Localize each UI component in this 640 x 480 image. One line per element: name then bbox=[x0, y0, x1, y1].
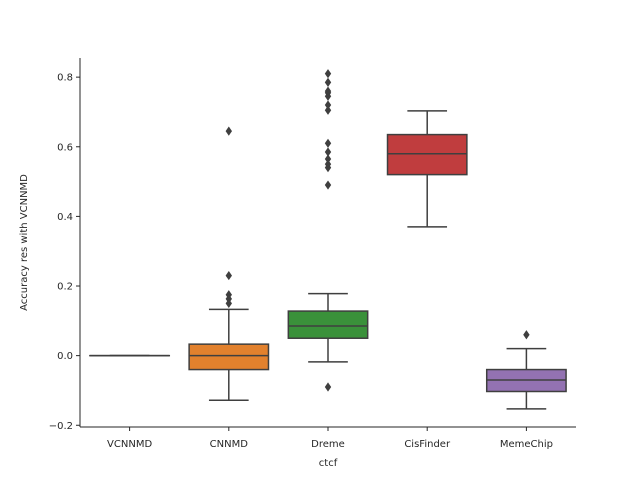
y-axis-ticks: −0.2 0.0 0.2 0.4 0.6 0.8 bbox=[49, 73, 80, 432]
y-tick-label: 0.4 bbox=[57, 212, 73, 223]
outlier-point bbox=[324, 147, 332, 157]
outlier-point bbox=[324, 382, 332, 392]
x-axis-ticks: VCNNMD CNNMD Dreme CisFinder MemeChip bbox=[107, 427, 553, 450]
outlier-point bbox=[324, 138, 332, 148]
outlier-point bbox=[324, 77, 332, 87]
y-tick-label: 0.2 bbox=[57, 282, 73, 293]
outlier-point bbox=[324, 159, 332, 169]
outlier-point bbox=[324, 105, 332, 115]
y-axis-label: Accuracy res with VCNNMD bbox=[19, 174, 30, 311]
outlier-point bbox=[324, 86, 332, 96]
outlier-point bbox=[523, 330, 530, 340]
y-tick-label: 0.0 bbox=[57, 351, 73, 362]
x-tick-label: CisFinder bbox=[404, 439, 451, 450]
outlier-point bbox=[324, 180, 332, 190]
y-tick-label: −0.2 bbox=[49, 421, 73, 432]
x-tick-label: VCNNMD bbox=[107, 439, 152, 450]
box-dreme bbox=[287, 69, 369, 392]
x-tick-label: MemeChip bbox=[500, 439, 553, 450]
plot-area bbox=[89, 69, 567, 410]
outlier-point bbox=[324, 69, 332, 79]
iqr-box bbox=[188, 343, 270, 371]
box-memechip bbox=[485, 330, 567, 410]
x-tick-label: CNNMD bbox=[210, 439, 249, 450]
y-tick-label: 0.6 bbox=[57, 142, 73, 153]
outlier-point bbox=[324, 154, 332, 164]
box-cisfinder bbox=[386, 110, 468, 228]
outlier-point bbox=[225, 298, 232, 309]
x-tick-label: Dreme bbox=[311, 439, 345, 450]
iqr-box bbox=[386, 133, 468, 176]
outlier-point bbox=[324, 100, 332, 110]
y-tick-label: 0.8 bbox=[57, 73, 73, 84]
outlier-point bbox=[225, 126, 232, 136]
box-cnnmd bbox=[188, 126, 270, 401]
iqr-box bbox=[287, 310, 369, 339]
outlier-point bbox=[225, 270, 232, 281]
x-axis-label: ctcf bbox=[319, 458, 338, 469]
